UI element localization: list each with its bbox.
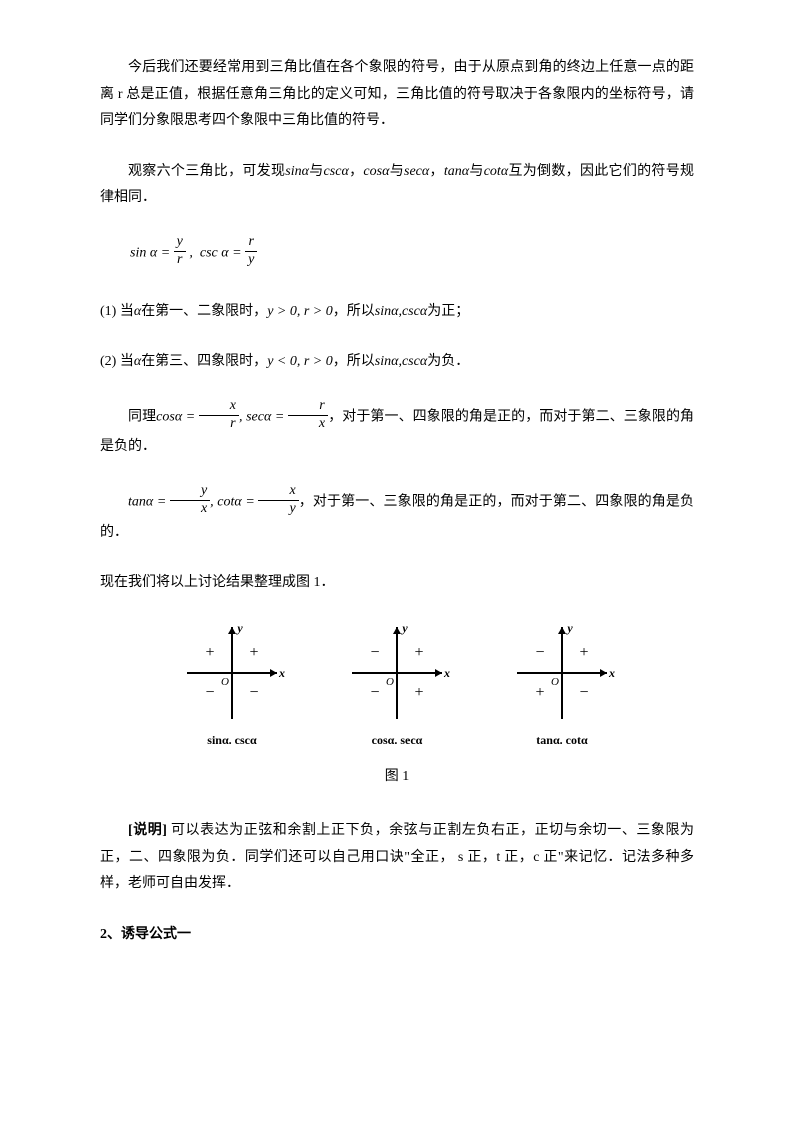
text: (1) 当	[100, 304, 134, 319]
text: 在第三、四象限时，	[141, 354, 267, 369]
svg-text:y: y	[235, 621, 243, 635]
diagram-label: tanα. cotα	[536, 729, 587, 752]
paragraph-2: 观察六个三角比，可发现sinα与cscα，cosα与secα，tanα与cotα…	[100, 159, 694, 212]
svg-text:+: +	[205, 644, 214, 661]
svg-text:+: +	[535, 684, 544, 701]
equation-sin-csc: sin α = yr , csc α = ry	[130, 236, 694, 271]
text: 与	[469, 164, 484, 179]
quadrant-diagram-1: Ox y + + − − sinα. cscα	[172, 621, 292, 752]
svg-text:−: −	[535, 644, 544, 661]
math-expr: sinα,cscα	[375, 304, 427, 319]
axes-icon: Ox y − + − +	[337, 621, 457, 726]
paragraph-1: 今后我们还要经常用到三角比值在各个象限的符号，由于从原点到角的终边上任意一点的距…	[100, 55, 694, 135]
svg-text:−: −	[205, 684, 214, 701]
text: (2) 当	[100, 354, 134, 369]
svg-text:−: −	[370, 684, 379, 701]
svg-text:y: y	[400, 621, 408, 635]
paragraph-tan: tanα = yx, cotα = xy，对于第一、三象限的角是正的，而对于第二…	[100, 485, 694, 546]
text: ，所以	[333, 304, 375, 319]
diagram-label: sinα. cscα	[207, 729, 256, 752]
svg-text:−: −	[370, 644, 379, 661]
text: 观察六个三角比，可发现	[128, 164, 285, 179]
svg-text:x: x	[443, 666, 450, 680]
math-sin-alpha: sinα	[285, 164, 309, 179]
svg-text:+: +	[249, 644, 258, 661]
quadrant-diagram-2: Ox y − + − + cosα. secα	[337, 621, 457, 752]
note-text-b: 全正， s 正，t 正，c 正	[410, 850, 558, 865]
figure-row: Ox y + + − − sinα. cscα Ox y − + − + cosα. secα Ox y − + +…	[100, 621, 694, 752]
axes-icon: Ox y − + + −	[502, 621, 622, 726]
paragraph-cos: 同理cosα = xr, secα = rx，对于第一、四象限的角是正的，而对于…	[100, 400, 694, 461]
paragraph-summary: 现在我们将以上讨论结果整理成图 1．	[100, 570, 694, 597]
svg-text:O: O	[386, 676, 394, 688]
text: 与	[389, 164, 404, 179]
svg-text:O: O	[551, 676, 559, 688]
svg-text:x: x	[608, 666, 615, 680]
note-label: [说明]	[128, 823, 167, 838]
text: ，	[349, 164, 364, 179]
svg-text:x: x	[278, 666, 285, 680]
svg-text:O: O	[221, 676, 229, 688]
svg-text:+: +	[414, 684, 423, 701]
list-item-2: (2) 当α在第三、四象限时，y < 0, r > 0，所以sinα,cscα为…	[100, 349, 694, 376]
math-cond: y < 0, r > 0	[267, 354, 333, 369]
figure-caption: 图 1	[100, 764, 694, 791]
text: 为正；	[427, 304, 469, 319]
text: 为负．	[427, 354, 469, 369]
math-cot-alpha: cotα	[484, 164, 508, 179]
svg-text:y: y	[565, 621, 573, 635]
text: 在第一、二象限时，	[141, 304, 267, 319]
math-csc-alpha: cscα	[324, 164, 349, 179]
math-expr: sinα,cscα	[375, 354, 427, 369]
list-item-1: (1) 当α在第一、二象限时，y > 0, r > 0，所以sinα,cscα为…	[100, 299, 694, 326]
text: 与	[309, 164, 324, 179]
math-tan-alpha: tanα	[444, 164, 469, 179]
text: ，所以	[333, 354, 375, 369]
math-cos-eq: cosα =	[156, 409, 199, 424]
note-paragraph: [说明] 可以表达为正弦和余割上正下负，余弦与正割左负右正，正切与余切一、三象限…	[100, 818, 694, 898]
math-sec-alpha: secα	[404, 164, 429, 179]
math-tan-eq: tanα =	[128, 494, 170, 509]
diagram-label: cosα. secα	[372, 729, 423, 752]
quadrant-diagram-3: Ox y − + + − tanα. cotα	[502, 621, 622, 752]
svg-text:+: +	[579, 644, 588, 661]
math-cond: y > 0, r > 0	[267, 304, 333, 319]
document-page: 今后我们还要经常用到三角比值在各个象限的符号，由于从原点到角的终边上任意一点的距…	[0, 0, 794, 1123]
math-cos-alpha: cosα	[363, 164, 389, 179]
axes-icon: Ox y + + − −	[172, 621, 292, 726]
svg-text:+: +	[414, 644, 423, 661]
section-heading-2: 2、诱导公式一	[100, 922, 694, 949]
svg-text:−: −	[249, 684, 258, 701]
text: ，	[429, 164, 444, 179]
text: 同理	[128, 409, 156, 424]
svg-text:−: −	[579, 684, 588, 701]
